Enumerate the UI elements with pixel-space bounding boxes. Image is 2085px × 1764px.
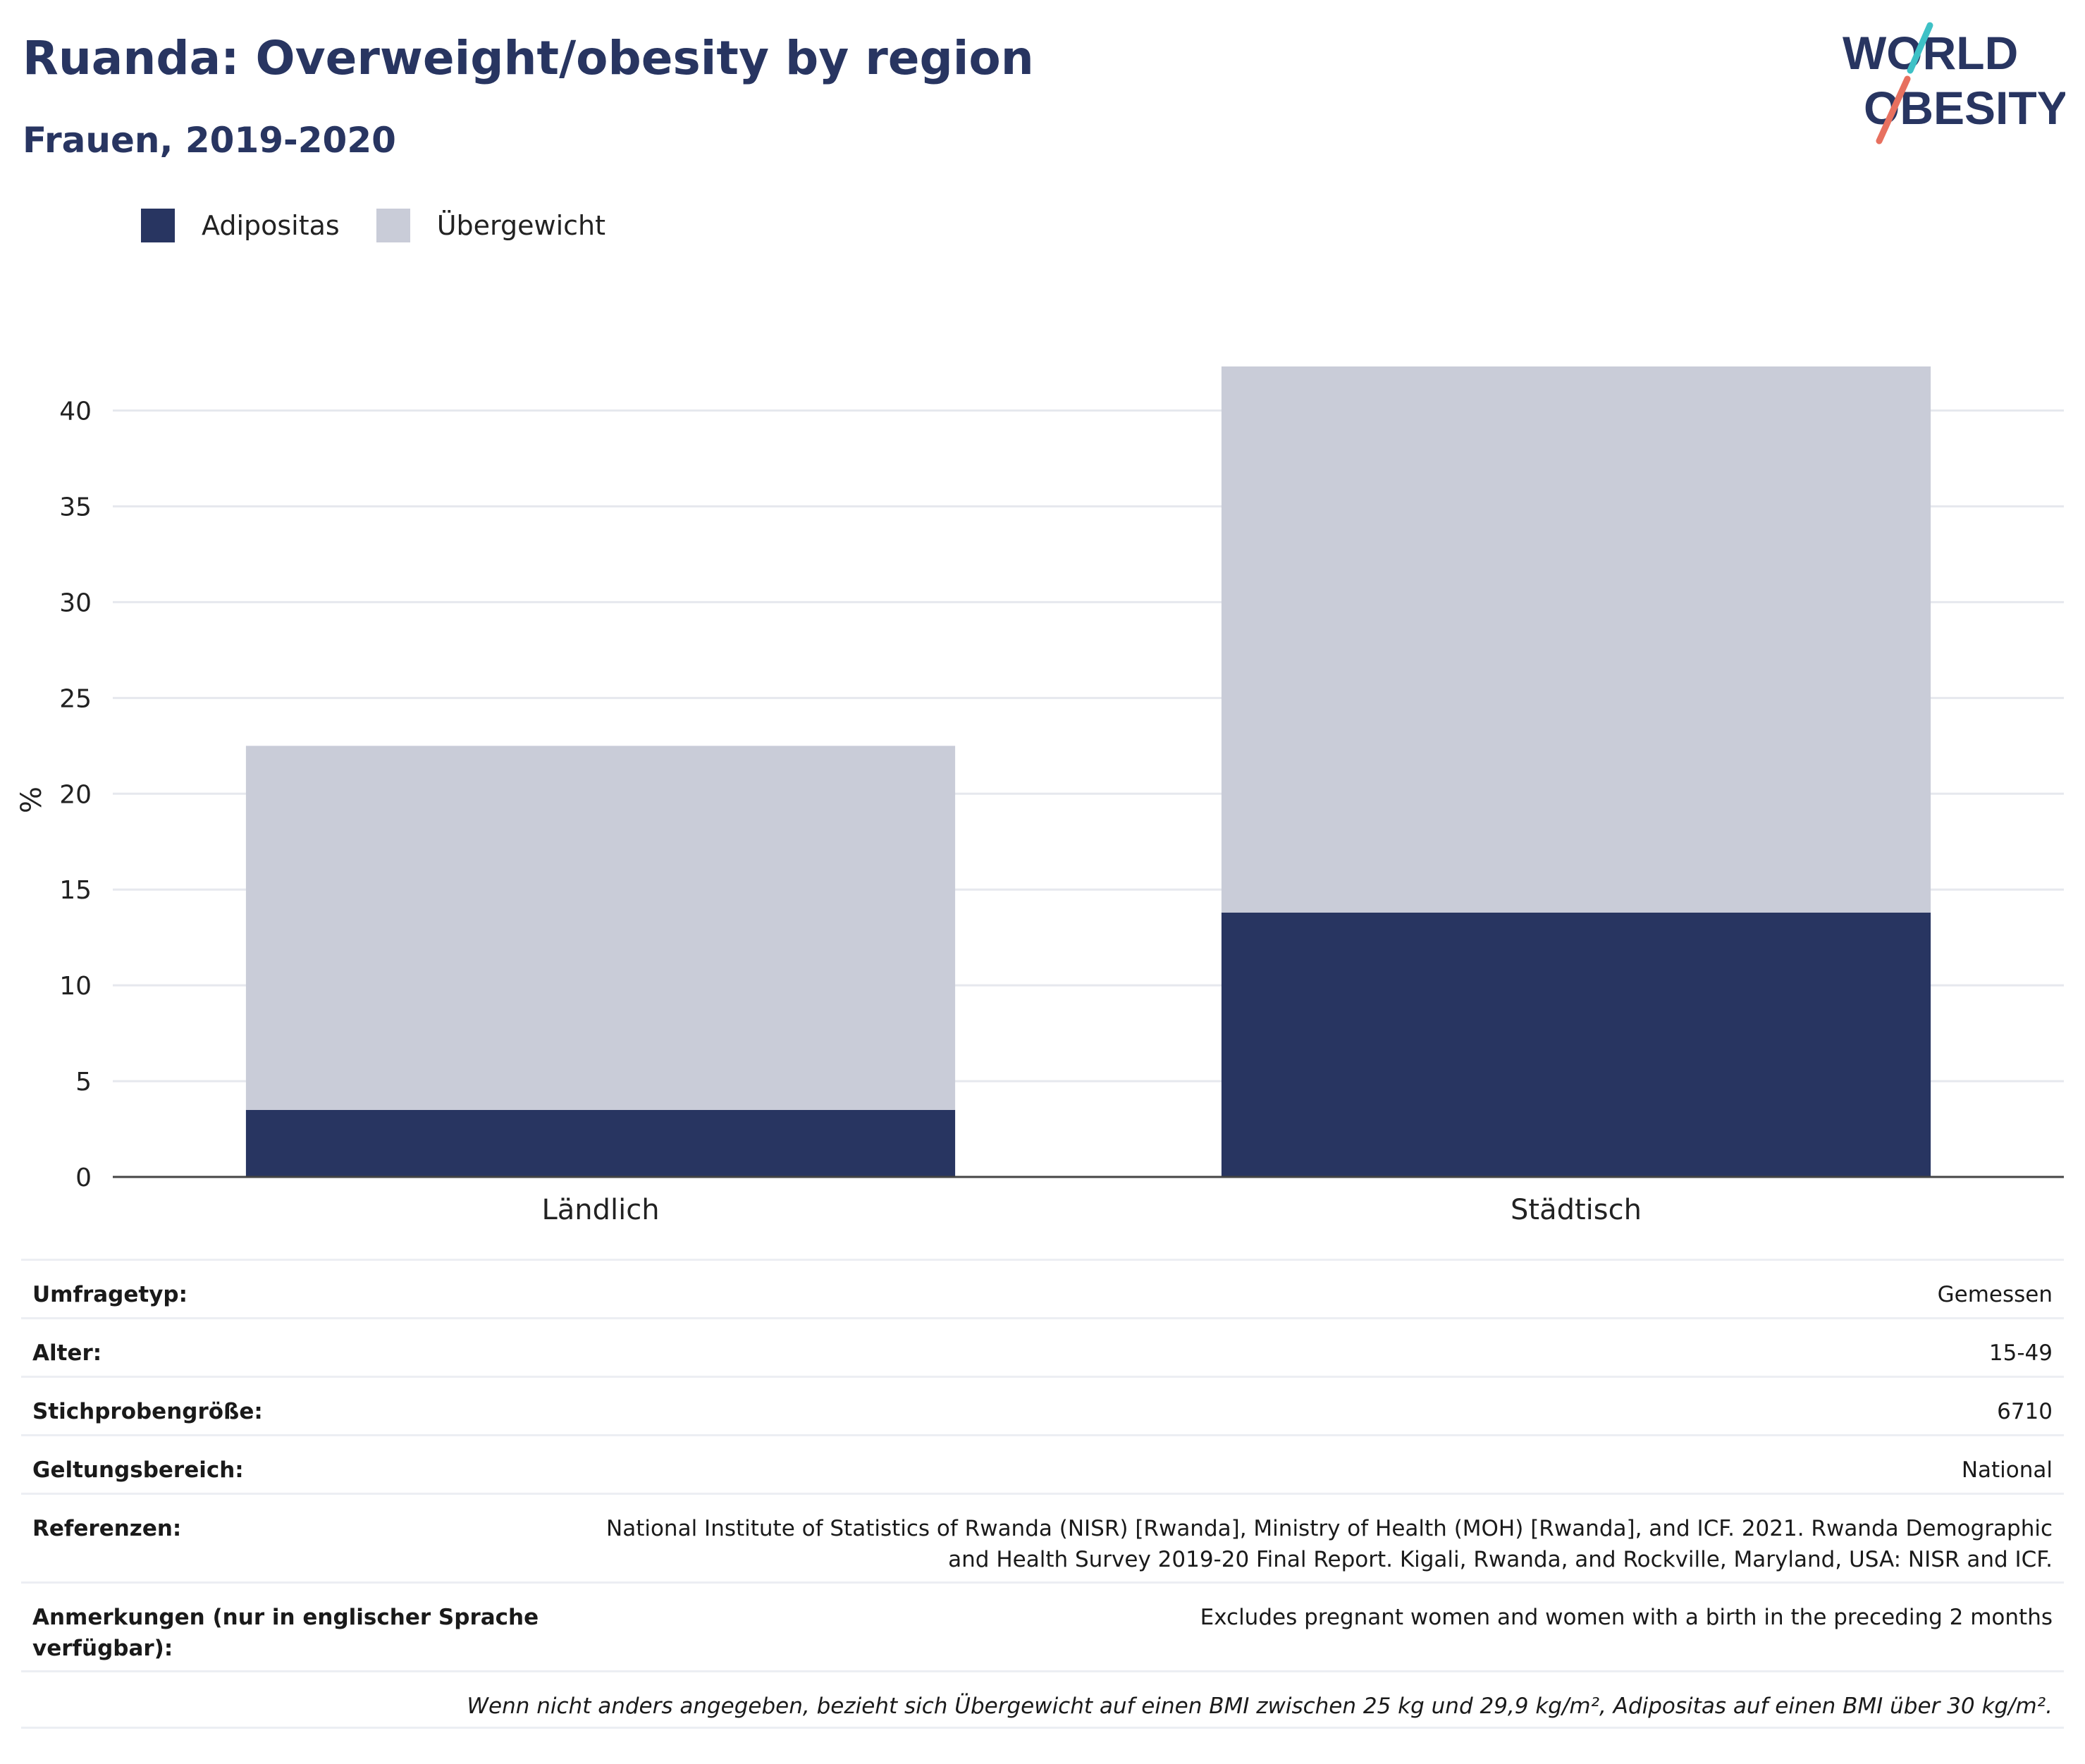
legend-swatch-adipositas	[141, 209, 175, 242]
meta-value: National	[1961, 1457, 2053, 1483]
meta-row-anmerkungen: Anmerkungen (nur in englischer Sprache v…	[21, 1581, 2064, 1670]
legend-item-adipositas: Adipositas	[141, 209, 340, 242]
y-tick-label: 10	[59, 972, 92, 1001]
meta-value: Gemessen	[1937, 1282, 2053, 1307]
meta-key: Stichprobengröße:	[32, 1399, 263, 1424]
y-tick-label: 25	[59, 684, 92, 713]
y-tick-label: 30	[59, 588, 92, 617]
legend-swatch-uebergewicht	[376, 209, 410, 242]
logo-line1: WORLD	[1843, 27, 2018, 79]
chart-subtitle: Frauen, 2019-2020	[23, 120, 396, 161]
world-obesity-logo: WORLD OBESITY	[1843, 22, 2065, 144]
x-category-label: Ländlich	[541, 1194, 659, 1226]
reference-line: National Institute of Statistics of Rwan…	[606, 1516, 2053, 1541]
meta-value: 6710	[1997, 1399, 2053, 1424]
meta-value: 15-49	[1988, 1340, 2053, 1366]
meta-row-stichprobe: Stichprobengröße: 6710	[21, 1376, 2064, 1434]
meta-key: Geltungsbereich:	[32, 1457, 244, 1483]
y-tick-label: 15	[59, 876, 92, 905]
meta-key: Alter:	[32, 1340, 102, 1366]
meta-key: Referenzen:	[32, 1516, 182, 1541]
y-axis-label: %	[16, 787, 48, 813]
meta-key-line: Anmerkungen (nur in englischer Sprache	[32, 1605, 539, 1630]
logo-slash-teal	[1907, 22, 1933, 74]
meta-key: Anmerkungen (nur in englischer Sprache v…	[32, 1602, 539, 1664]
y-tick-label: 5	[75, 1068, 92, 1097]
meta-value: National Institute of Statistics of Rwan…	[606, 1513, 2053, 1575]
bar-segment	[1221, 366, 1931, 913]
legend-label-adipositas: Adipositas	[202, 210, 340, 241]
meta-key: Umfragetyp:	[32, 1282, 187, 1307]
reference-line: and Health Survey 2019-20 Final Report. …	[948, 1547, 2053, 1572]
bar-segment	[245, 1109, 956, 1177]
y-tick-label: 20	[59, 780, 92, 809]
meta-key-line: verfügbar):	[32, 1636, 173, 1661]
bar-chart: 0 5 10 15 20 25 30 35 40 Ländlich Städtisch%	[16, 366, 2064, 1226]
meta-row-umfragetyp: Umfragetyp: Gemessen	[21, 1259, 2064, 1317]
y-tick-label: 0	[75, 1164, 92, 1192]
y-tick-label: 35	[59, 493, 92, 522]
legend-label-uebergewicht: Übergewicht	[436, 210, 605, 241]
meta-value: Excludes pregnant women and women with a…	[1200, 1605, 2053, 1630]
bar-segment	[1221, 912, 1931, 1177]
footnote: Wenn nicht anders angegeben, bezieht sic…	[467, 1694, 2053, 1719]
meta-row-footnote: Wenn nicht anders angegeben, bezieht sic…	[21, 1670, 2064, 1729]
legend-item-uebergewicht: Übergewicht	[376, 209, 605, 242]
x-category-label: Städtisch	[1511, 1194, 1642, 1226]
bar-segment	[245, 746, 956, 1110]
meta-row-referenzen: Referenzen: National Institute of Statis…	[21, 1493, 2064, 1581]
logo-slash-coral	[1876, 75, 1911, 144]
survey-meta-table: Umfragetyp: Gemessen Alter: 15-49 Stichp…	[21, 1259, 2064, 1729]
meta-row-alter: Alter: 15-49	[21, 1317, 2064, 1376]
y-tick-label: 40	[59, 397, 92, 426]
chart-title: Ruanda: Overweight/obesity by region	[23, 31, 1034, 85]
chart-legend: Adipositas Übergewicht	[141, 209, 642, 242]
meta-row-geltungsbereich: Geltungsbereich: National	[21, 1434, 2064, 1493]
